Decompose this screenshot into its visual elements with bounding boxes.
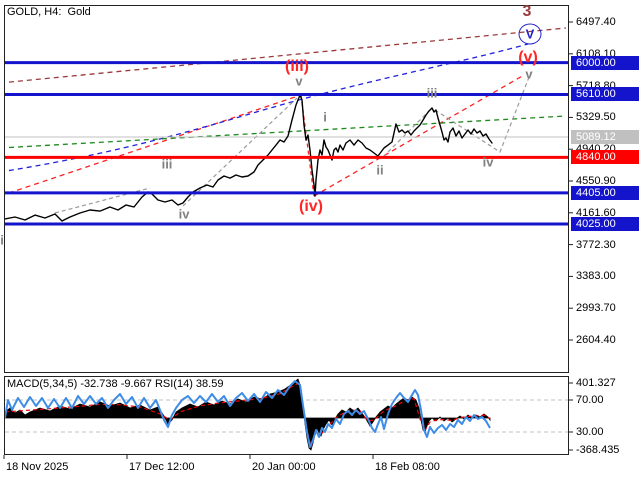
price-level-badge: 4405.00 <box>571 185 639 200</box>
indicator-tick-label: 401.327 <box>576 377 616 389</box>
wave-label-V: V <box>518 23 542 45</box>
price-tick-label: 6497.40 <box>576 16 616 28</box>
wave-label-iv: (iv) <box>299 198 323 215</box>
price-tick-label: 2993.70 <box>576 302 616 315</box>
wave-label-v: (v) <box>518 49 538 66</box>
chart-title: GOLD, H4: Gold <box>7 6 91 18</box>
price-tick-label: 3383.00 <box>576 270 616 283</box>
time-tick-label: 20 Jan 00:00 <box>252 461 316 473</box>
wave-label-iv: iv <box>482 154 494 170</box>
wave-label-iii: (iii) <box>285 58 309 75</box>
price-level-badge: 4025.00 <box>571 216 639 231</box>
price-tick-label: 4161.60 <box>576 206 616 219</box>
wave-label-ii: ii <box>376 162 384 178</box>
wave-label-v: v <box>525 66 533 82</box>
price-tick-label: 3772.30 <box>576 238 616 251</box>
indicator-tick-label: 70.00 <box>576 394 604 406</box>
price-tick-label: 5329.50 <box>576 111 616 124</box>
wave-label-v: v <box>295 73 303 89</box>
time-tick-label: 18 Nov 2025 <box>6 461 69 473</box>
price-level-badge: 4840.00 <box>571 150 639 165</box>
wave-label-3: 3 <box>522 3 532 20</box>
wave-label-iii: iii <box>161 156 173 172</box>
price-level-badge: 5089.12 <box>571 130 639 145</box>
price-tick-label: 4550.90 <box>576 175 616 187</box>
wave-label-i: i <box>323 109 327 125</box>
wave-label-i: i <box>0 232 4 248</box>
indicator-tick-label: -368.435 <box>576 444 620 456</box>
time-tick-label: 17 Dec 12:00 <box>129 461 195 473</box>
wave-label-iii: iii <box>426 85 438 101</box>
price-level-badge: 5610.00 <box>571 87 639 102</box>
indicator-label: MACD(5,34,5) -32.738 -9.667 RSI(14) 38.5… <box>7 378 224 390</box>
time-tick-label: 18 Feb 08:00 <box>375 461 440 473</box>
wave-label-iv: iv <box>178 206 190 222</box>
price-tick-label: 2604.40 <box>576 334 616 346</box>
indicator-tick-label: 30.00 <box>576 426 604 438</box>
price-level-badge: 6000.00 <box>571 55 639 70</box>
